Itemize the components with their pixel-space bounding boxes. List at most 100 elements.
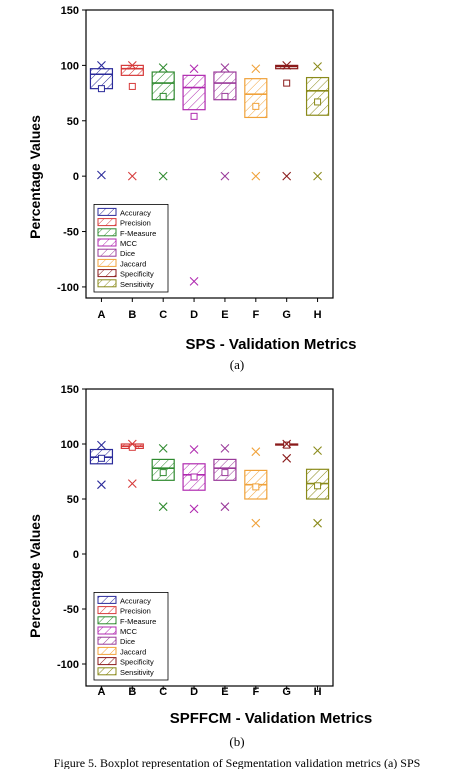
legend-entry: Jaccard: [97, 646, 146, 656]
x-tick-label: E: [221, 309, 228, 321]
legend-entry: F-Measure: [97, 616, 156, 626]
box-min-marker: [189, 276, 199, 286]
box-mean-marker: [252, 102, 260, 110]
box-F: [244, 447, 268, 528]
panel-b-ylabel: Percentage Values: [27, 514, 43, 638]
legend-label: Precision: [120, 607, 151, 616]
box-min-marker: [158, 171, 168, 181]
panel-a-label: (a): [230, 357, 244, 372]
legend-swatch: [97, 269, 117, 278]
box-min-marker: [127, 479, 137, 488]
legend-label: Sensitivity: [120, 280, 154, 289]
legend: Accuracy PrecisionF-MeasureMCCDiceJaccard…: [93, 592, 169, 681]
legend-entry: Specificity: [97, 657, 154, 667]
x-tick-label: G: [282, 309, 291, 321]
legend-swatch: [97, 207, 117, 216]
box-max-marker: [220, 63, 230, 72]
box-min-marker: [189, 504, 199, 514]
legend-entry: Jaccard: [97, 258, 146, 268]
legend-label: F-Measure: [120, 617, 156, 626]
legend-label: Accuracy: [120, 596, 151, 605]
box-C: [151, 444, 175, 512]
figure-caption: Figure 5. Boxplot representation of Segm…: [54, 756, 421, 769]
x-tick-label: A: [97, 686, 105, 698]
panel-a-ylabel: Percentage Values: [27, 115, 43, 239]
box-min-marker: [251, 171, 261, 181]
box-mean-marker: [190, 473, 198, 481]
box-min-marker: [313, 171, 322, 181]
box-mean-marker: [221, 469, 229, 477]
legend-label: Specificity: [120, 270, 154, 279]
legend-label: Jaccard: [120, 647, 146, 656]
x-tick-label: D: [190, 309, 198, 321]
box-max-marker: [127, 439, 137, 449]
legend-swatch: [97, 228, 117, 237]
x-tick-label: G: [282, 686, 291, 698]
box-mean-marker: [221, 92, 229, 100]
legend-label: Dice: [120, 249, 135, 258]
y-tick-label: -100: [57, 659, 79, 671]
y-tick-label: -50: [63, 227, 79, 239]
legend-swatch: [97, 595, 117, 604]
legend-swatch: [97, 606, 117, 615]
plot-frame: [85, 388, 334, 687]
legend-swatch: [97, 636, 117, 645]
box-mean-marker: [283, 79, 291, 87]
box-max-marker: [158, 63, 168, 72]
box-mean-marker: [128, 82, 136, 90]
legend-entry: Accuracy: [97, 595, 151, 605]
box-E: [213, 444, 237, 512]
legend-entry: Dice: [97, 248, 135, 258]
box-max-marker: [220, 444, 230, 453]
box-mean-marker: [314, 98, 322, 106]
y-tick-label: -100: [57, 282, 79, 294]
box-mean-marker: [252, 483, 260, 491]
box-mean-marker: [190, 112, 198, 120]
legend-swatch: [97, 279, 117, 288]
box-min-marker: [127, 171, 137, 181]
legend-entry: MCC: [97, 238, 138, 248]
box-iqr: [305, 76, 330, 116]
box-mean-marker: [283, 441, 291, 449]
y-tick-label: 0: [73, 549, 79, 561]
box-max-marker: [282, 439, 292, 449]
x-tick-label: A: [97, 309, 105, 321]
box-G: [275, 60, 299, 181]
legend-entry: Sensitivity: [97, 279, 154, 289]
box-G: [275, 439, 299, 463]
legend-swatch: [97, 616, 117, 625]
x-tick-label: E: [221, 686, 228, 698]
legend-label: Dice: [120, 637, 135, 646]
x-tick-label: F: [252, 686, 259, 698]
box-D: [182, 445, 206, 514]
box-mean-marker: [97, 454, 105, 462]
box-min-marker: [313, 518, 322, 528]
legend-label: MCC: [120, 239, 138, 248]
box-max-marker: [97, 440, 106, 450]
plot-frame: [85, 9, 334, 299]
box-min-marker: [220, 171, 230, 181]
box-D: [182, 64, 206, 286]
box-iqr: [120, 64, 144, 76]
x-tick-label: H: [314, 686, 322, 698]
box-max-marker: [158, 444, 168, 453]
y-tick-label: 100: [61, 60, 79, 72]
panel-b-xlabel: SPFFCM - Validation Metrics: [170, 710, 373, 727]
x-tick-label: C: [159, 309, 167, 321]
legend-swatch: [97, 258, 117, 267]
legend-entry: Precision: [97, 606, 151, 616]
x-tick-label: B: [128, 686, 136, 698]
box-iqr: [182, 74, 206, 111]
box-max-marker: [282, 60, 292, 70]
box-min-marker: [282, 171, 292, 181]
panel-a-xlabel: SPS - Validation Metrics: [186, 336, 357, 353]
legend-swatch: [97, 626, 117, 635]
box-max-marker: [251, 447, 261, 457]
panel-b-label: (b): [229, 734, 244, 749]
legend-label: Sensitivity: [120, 668, 154, 677]
x-tick-label: D: [190, 686, 198, 698]
box-max-marker: [313, 446, 322, 455]
box-A: [89, 60, 114, 180]
box-mean-marker: [159, 92, 167, 100]
